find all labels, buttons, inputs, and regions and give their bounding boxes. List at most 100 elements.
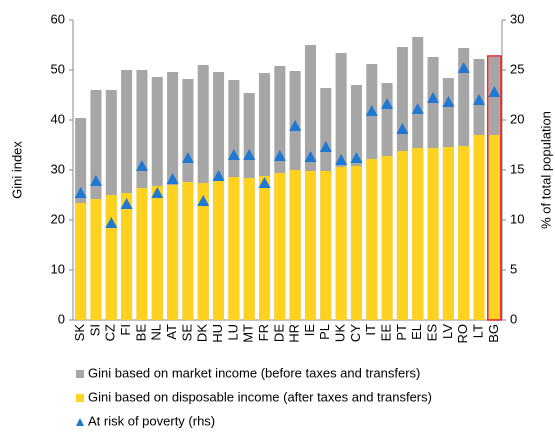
x-tick-label: LV: [440, 324, 455, 339]
highlight-box: [487, 55, 502, 321]
x-tick-label: EL: [409, 324, 424, 340]
marker: [89, 175, 102, 186]
marker: [181, 152, 194, 163]
x-tick-label: ES: [424, 324, 439, 342]
marker: [396, 123, 409, 134]
legend-swatch: [76, 418, 84, 426]
bar: [151, 186, 163, 320]
bar: [228, 177, 240, 320]
x-tick-label: IE: [302, 324, 317, 337]
x-tick-label: CZ: [103, 324, 118, 341]
marker: [197, 195, 210, 206]
marker: [74, 187, 87, 198]
bar: [167, 185, 179, 320]
x-tick-label: HR: [287, 324, 302, 343]
x-tick-label: BE: [133, 324, 148, 342]
y2-tick-label: 10: [510, 211, 524, 226]
x-tick-label: HU: [210, 324, 225, 343]
marker: [273, 150, 286, 161]
x-tick-label: BG: [486, 324, 501, 343]
y-tick-label: 40: [51, 111, 65, 126]
bar: [320, 171, 332, 320]
marker: [258, 177, 271, 188]
marker: [227, 149, 240, 160]
marker: [105, 217, 118, 228]
marker: [151, 187, 164, 198]
marker: [473, 94, 486, 105]
marker: [289, 120, 302, 131]
marker: [120, 198, 133, 209]
x-tick-label: LU: [225, 324, 240, 341]
y-tick-label: 0: [58, 311, 65, 326]
bar: [458, 146, 470, 320]
legend-swatch: [76, 370, 84, 378]
x-tick-label: SI: [87, 324, 102, 336]
marker: [488, 86, 501, 97]
marker: [319, 141, 332, 152]
bar: [381, 156, 393, 320]
y-tick-label: 60: [51, 11, 65, 26]
y-tick-label: 50: [51, 61, 65, 76]
x-tick-label: SK: [72, 324, 87, 342]
x-tick-label: LT: [470, 324, 485, 338]
marker: [427, 92, 440, 103]
x-tick-label: DE: [271, 324, 286, 342]
x-tick-label: FR: [256, 324, 271, 341]
bar: [289, 170, 301, 320]
x-tick-label: PL: [317, 324, 332, 340]
marker: [350, 152, 363, 163]
bar: [412, 148, 424, 320]
bar: [197, 183, 209, 320]
legend-swatch: [76, 394, 84, 402]
bar: [213, 181, 225, 320]
bar: [105, 195, 117, 320]
bar: [396, 151, 408, 320]
bar: [442, 147, 454, 320]
legend-label: Gini based on market income (before taxe…: [88, 365, 420, 380]
marker: [457, 62, 470, 73]
marker: [135, 160, 148, 171]
y2-tick-label: 5: [510, 261, 517, 276]
x-tick-label: FI: [118, 324, 133, 336]
bar: [335, 167, 347, 320]
y2-tick-label: 30: [510, 11, 524, 26]
bar: [488, 135, 500, 320]
y-tick-label: 30: [51, 161, 65, 176]
bar: [427, 148, 439, 320]
marker: [335, 154, 348, 165]
x-tick-label: PT: [394, 324, 409, 341]
marker: [166, 173, 179, 184]
marker: [381, 98, 394, 109]
y-axis-label: Gini index: [9, 141, 24, 199]
bar: [182, 182, 194, 320]
marker: [304, 151, 317, 162]
bar: [136, 188, 148, 320]
x-tick-label: DK: [195, 324, 210, 342]
marker: [212, 170, 225, 181]
bar: [75, 203, 87, 320]
x-tick-label: AT: [164, 324, 179, 340]
y2-tick-label: 20: [510, 111, 524, 126]
legend-label: Gini based on disposable income (after t…: [88, 389, 432, 404]
marker: [243, 149, 256, 160]
legend-label: At risk of poverty (rhs): [88, 413, 215, 428]
x-tick-label: NL: [149, 324, 164, 341]
bar: [121, 193, 133, 320]
x-tick-label: RO: [455, 324, 470, 344]
marker: [411, 103, 424, 114]
x-tick-label: MT: [241, 324, 256, 343]
marker: [442, 96, 455, 107]
bar: [259, 176, 271, 320]
bar: [274, 173, 286, 320]
bar: [473, 135, 485, 320]
y-tick-label: 20: [51, 211, 65, 226]
marker: [365, 105, 378, 116]
x-tick-label: CY: [348, 324, 363, 342]
y2-tick-label: 0: [510, 311, 517, 326]
x-tick-label: IT: [363, 324, 378, 336]
bar: [350, 166, 362, 320]
x-tick-label: UK: [333, 324, 348, 342]
bar: [243, 178, 255, 320]
y-tick-label: 10: [51, 261, 65, 276]
